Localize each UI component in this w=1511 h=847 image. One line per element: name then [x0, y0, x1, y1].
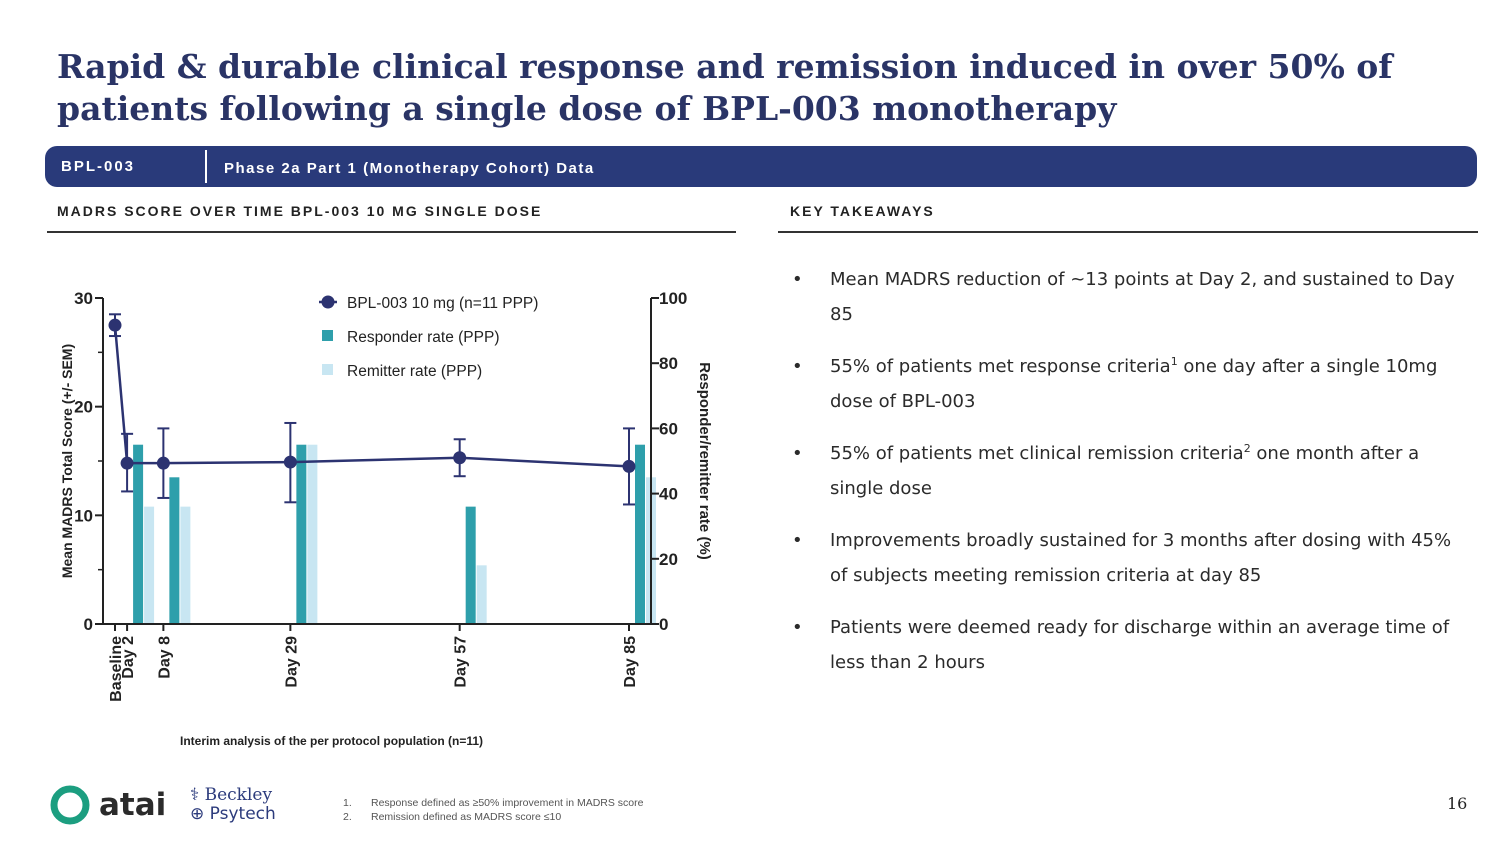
left-tick-label: 30: [74, 289, 93, 308]
takeaway-item: • 55% of patients met response criteria1 …: [792, 349, 1462, 419]
responder-bar: [296, 444, 307, 624]
right-tick-label: 0: [659, 615, 668, 634]
remitter-bar: [476, 565, 487, 624]
section-banner: BPL-003 Phase 2a Part 1 (Monotherapy Coh…: [45, 146, 1477, 187]
takeaway-item: • Patients were deemed ready for discharg…: [792, 610, 1462, 680]
legend-responder-swatch: [322, 330, 333, 341]
remitter-bar: [144, 506, 155, 624]
banner-tag: BPL-003: [61, 158, 136, 175]
atai-logo-text: atai: [99, 787, 166, 823]
madrs-point: [283, 455, 297, 469]
page-number: 16: [1447, 794, 1468, 813]
banner-divider: [205, 150, 207, 183]
bullet-marker: •: [792, 617, 803, 638]
right-tick-label: 40: [659, 485, 678, 504]
beckley-psytech-logo: ⚕ Beckley ⊕ Psytech: [190, 786, 276, 824]
atai-logo: atai: [47, 782, 177, 833]
madrs-point: [156, 456, 170, 470]
right-tick-label: 20: [659, 550, 678, 569]
chart-section-rule: [47, 231, 736, 233]
beckley-text: Beckley: [204, 785, 273, 805]
x-tick-label: Day 57: [453, 636, 470, 688]
right-axis-title: Responder/remitter rate (%): [696, 362, 713, 560]
x-tick-label: Day 2: [120, 636, 137, 679]
right-tick-label: 60: [659, 419, 678, 438]
footnote-2: 2. Remission defined as MADRS score ≤10: [343, 811, 562, 823]
madrs-line: [113, 325, 630, 468]
takeaway-item: • 55% of patients met clinical remission …: [792, 436, 1462, 506]
madrs-point: [622, 459, 636, 473]
responder-bar: [169, 477, 180, 624]
chart-section-header: MADRS SCORE OVER TIME BPL-003 10 MG SING…: [57, 203, 543, 219]
remitter-bar: [307, 444, 318, 624]
slide-title: Rapid & durable clinical response and re…: [57, 47, 1393, 128]
left-tick-label: 0: [84, 615, 93, 634]
takeaways-rule: [778, 231, 1478, 233]
takeaway-item: • Improvements broadly sustained for 3 mo…: [792, 523, 1462, 593]
chart-bars: [133, 444, 656, 624]
psytech-text: Psytech: [209, 804, 276, 824]
remitter-bar: [180, 506, 191, 624]
footnote-1: 1. Response defined as ≥50% improvement i…: [343, 797, 644, 809]
madrs-point: [453, 451, 467, 465]
left-axis-title: Mean MADRS Total Score (+/- SEM): [59, 344, 75, 578]
legend-label: BPL-003 10 mg (n=11 PPP): [347, 295, 538, 312]
right-tick-label: 80: [659, 354, 678, 373]
bullet-marker: •: [792, 356, 803, 377]
responder-bar: [635, 444, 645, 624]
madrs-point: [120, 456, 134, 470]
beckley-icon: ⚕: [190, 785, 200, 805]
responder-bar: [465, 506, 476, 624]
left-tick-label: 10: [74, 506, 93, 525]
footnotes: 1. Response defined as ≥50% improvement i…: [343, 796, 643, 824]
banner-subtitle: Phase 2a Part 1 (Monotherapy Cohort) Dat…: [224, 160, 595, 177]
chart-legend: BPL-003 10 mg (n=11 PPP) Responder rate (…: [319, 295, 538, 380]
bullet-marker: •: [792, 269, 803, 290]
legend-point-swatch: [321, 295, 335, 309]
takeaways-header: KEY TAKEAWAYS: [790, 203, 935, 219]
legend-label: Remitter rate (PPP): [347, 363, 482, 380]
takeaways-list: • Mean MADRS reduction of ~13 points at D…: [792, 262, 1462, 697]
left-tick-label: 20: [74, 398, 93, 417]
interim-note: Interim analysis of the per protocol pop…: [180, 734, 484, 748]
x-tick-label: Baseline: [108, 636, 125, 702]
psytech-icon: ⊕: [190, 804, 205, 824]
legend-remitter-swatch: [322, 364, 333, 375]
bullet-marker: •: [792, 530, 803, 551]
chart-axes: [95, 297, 659, 631]
legend-label: Responder rate (PPP): [347, 329, 500, 346]
x-tick-label: Day 29: [283, 636, 300, 688]
x-tick-label: Day 85: [622, 636, 639, 688]
right-tick-label: 100: [659, 289, 687, 308]
bullet-marker: •: [792, 443, 803, 464]
takeaway-item: • Mean MADRS reduction of ~13 points at D…: [792, 262, 1462, 332]
atai-logo-ring: [50, 785, 90, 825]
madrs-point: [108, 318, 122, 332]
chart-line-series: [108, 313, 636, 506]
responder-bar: [133, 444, 144, 624]
x-tick-label: Day 8: [156, 636, 173, 679]
